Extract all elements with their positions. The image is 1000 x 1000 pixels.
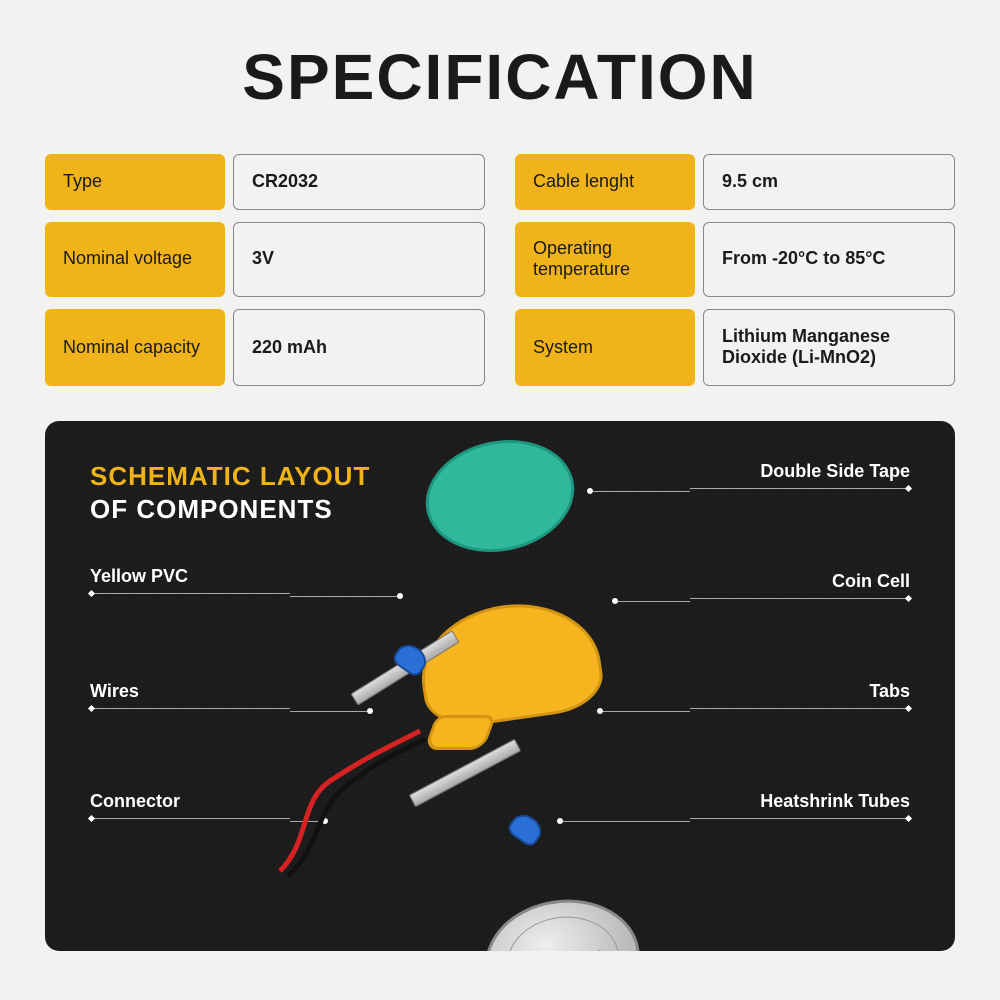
spec-value: CR2032 [233, 154, 485, 210]
spec-row: Type CR2032 [45, 154, 485, 210]
spec-value: Lithium Manganese Dioxide (Li-MnO2) [703, 309, 955, 386]
spec-row: Nominal voltage 3V [45, 222, 485, 297]
label-double-side-tape: Double Side Tape [690, 461, 910, 489]
tape-icon [415, 427, 585, 566]
page-title: SPECIFICATION [45, 40, 955, 114]
spec-row: Nominal capacity 220 mAh [45, 309, 485, 386]
label-text: Heatshrink Tubes [760, 791, 910, 811]
label-yellow-pvc: Yellow PVC [90, 566, 290, 594]
spec-label: Type [45, 154, 225, 210]
leader-line [600, 711, 690, 712]
spec-label: Nominal voltage [45, 222, 225, 297]
label-text: Yellow PVC [90, 566, 188, 586]
leader-line [615, 601, 690, 602]
label-wires: Wires [90, 681, 290, 709]
leader-line [560, 821, 690, 822]
label-heatshrink-tubes: Heatshrink Tubes [690, 791, 910, 819]
label-tabs: Tabs [690, 681, 910, 709]
spec-value: From -20°C to 85°C [703, 222, 955, 297]
spec-row: Operating temperature From -20°C to 85°C [515, 222, 955, 297]
coin-cell-icon: ROME TECH [477, 890, 647, 951]
spec-label: Operating temperature [515, 222, 695, 297]
label-text: Coin Cell [832, 571, 910, 591]
wires-icon [270, 721, 440, 891]
leader-line [290, 711, 370, 712]
heatshrink-icon [505, 809, 546, 849]
spec-grid: Type CR2032 Cable lenght 9.5 cm Nominal … [45, 154, 955, 386]
label-coin-cell: Coin Cell [690, 571, 910, 599]
spec-row: Cable lenght 9.5 cm [515, 154, 955, 210]
pvc-icon [420, 605, 610, 755]
coin-brand-text: ROME TECH [521, 947, 603, 951]
leader-line [290, 596, 400, 597]
spec-value: 220 mAh [233, 309, 485, 386]
label-text: Connector [90, 791, 180, 811]
spec-value: 3V [233, 222, 485, 297]
label-text: Double Side Tape [760, 461, 910, 481]
label-text: Tabs [869, 681, 910, 701]
spec-row: System Lithium Manganese Dioxide (Li-MnO… [515, 309, 955, 386]
spec-label: System [515, 309, 695, 386]
spec-value: 9.5 cm [703, 154, 955, 210]
leader-line [590, 491, 690, 492]
schematic-panel: SCHEMATIC LAYOUT OF COMPONENTS Yellow PV… [45, 421, 955, 951]
label-text: Wires [90, 681, 139, 701]
spec-label: Nominal capacity [45, 309, 225, 386]
label-connector: Connector [90, 791, 290, 819]
spec-label: Cable lenght [515, 154, 695, 210]
